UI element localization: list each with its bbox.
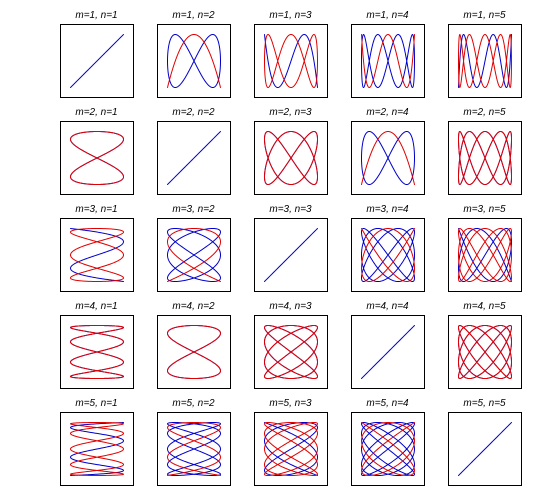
series-curve-red [167, 325, 221, 379]
series-curve-blue [167, 422, 221, 476]
panel-grid: m=1, n=1 m=1, n=2 m=1, n=3 m=1, n=4 m=1, n=5… [60, 10, 522, 486]
series-curve-red [361, 34, 415, 88]
series-curve-red [167, 34, 221, 88]
panel-m1-n3: m=1, n=3 [254, 10, 328, 98]
series-curve-blue [70, 422, 124, 476]
panel-title: m=1, n=2 [172, 10, 215, 21]
series-curve-red [264, 131, 318, 185]
panel-title: m=5, n=4 [366, 398, 409, 409]
panel-m2-n2: m=2, n=2 [157, 107, 231, 195]
panel-title: m=4, n=2 [172, 301, 215, 312]
panel-m2-n5: m=2, n=5 [448, 107, 522, 195]
series-curve-red [264, 34, 318, 88]
panel-m5-n1: m=5, n=1 [60, 398, 134, 486]
series-curve-blue [361, 422, 415, 476]
series-curve-blue [264, 228, 318, 282]
series-curve-red [458, 325, 512, 379]
series-curve-red [361, 228, 415, 282]
panel-m3-n2: m=3, n=2 [157, 204, 231, 292]
series-curve-blue [361, 325, 415, 379]
panel-title: m=5, n=1 [75, 398, 117, 409]
series-curve-blue [167, 228, 221, 282]
panel-m1-n1: m=1, n=1 [60, 10, 134, 98]
series-curve-red [70, 228, 124, 282]
panel-m1-n4: m=1, n=4 [351, 10, 425, 98]
panel-frame [448, 315, 522, 389]
series-curve-blue [167, 34, 221, 88]
panel-m5-n3: m=5, n=3 [254, 398, 328, 486]
series-curve-red [167, 228, 221, 282]
series-curve-blue [167, 131, 221, 185]
panel-m2-n4: m=2, n=4 [351, 107, 425, 195]
series-curve-blue [361, 34, 415, 88]
series-curve-blue [70, 228, 124, 282]
series-curve-red [458, 131, 512, 185]
panel-title: m=3, n=2 [172, 204, 215, 215]
panel-m2-n3: m=2, n=3 [254, 107, 328, 195]
panel-title: m=4, n=1 [75, 301, 117, 312]
panel-title: m=1, n=5 [463, 10, 506, 21]
series-curve-red [167, 422, 221, 476]
series-curve-red [264, 325, 318, 379]
panel-title: m=4, n=3 [269, 301, 312, 312]
panel-m4-n1: m=4, n=1 [60, 301, 134, 389]
panel-title: m=2, n=2 [172, 107, 215, 118]
panel-title: m=2, n=5 [463, 107, 506, 118]
series-curve-red [458, 228, 512, 282]
series-curve-red [70, 325, 124, 379]
panel-m4-n2: m=4, n=2 [157, 301, 231, 389]
series-curve-red [361, 422, 415, 476]
panel-title: m=3, n=5 [463, 204, 506, 215]
panel-m5-n4: m=5, n=4 [351, 398, 425, 486]
panel-title: m=1, n=3 [269, 10, 312, 21]
panel-m4-n3: m=4, n=3 [254, 301, 328, 389]
panel-title: m=4, n=4 [366, 301, 409, 312]
panel-m2-n1: m=2, n=1 [60, 107, 134, 195]
panel-title: m=5, n=2 [172, 398, 215, 409]
panel-title: m=3, n=1 [75, 204, 117, 215]
panel-m3-n1: m=3, n=1 [60, 204, 134, 292]
panel-m5-n2: m=5, n=2 [157, 398, 231, 486]
panel-title: m=2, n=4 [366, 107, 409, 118]
series-curve-red [264, 422, 318, 476]
series-curve-blue [264, 34, 318, 88]
panel-m3-n5: m=3, n=5 [448, 204, 522, 292]
series-curve-blue [458, 34, 512, 88]
panel-title: m=3, n=4 [366, 204, 409, 215]
panel-title: m=4, n=5 [463, 301, 506, 312]
series-curve-blue [361, 228, 415, 282]
panel-title: m=5, n=5 [463, 398, 506, 409]
panel-m5-n5: m=5, n=5 [448, 398, 522, 486]
panel-title: m=2, n=1 [75, 107, 117, 118]
series-curve-red [70, 422, 124, 476]
panel-m1-n5: m=1, n=5 [448, 10, 522, 98]
panel-m4-n4: m=4, n=4 [351, 301, 425, 389]
series-curve-blue [458, 228, 512, 282]
panel-m1-n2: m=1, n=2 [157, 10, 231, 98]
series-curve-blue [458, 422, 512, 476]
panel-title: m=2, n=3 [269, 107, 312, 118]
panel-m3-n3: m=3, n=3 [254, 204, 328, 292]
panel-title: m=3, n=3 [269, 204, 312, 215]
series-curve-red [361, 131, 415, 185]
panel-title: m=1, n=1 [75, 10, 117, 21]
series-curve-red [458, 34, 512, 88]
panel-m4-n5: m=4, n=5 [448, 301, 522, 389]
panel-m3-n4: m=3, n=4 [351, 204, 425, 292]
panel-title: m=1, n=4 [366, 10, 409, 21]
series-curve-blue [70, 34, 124, 88]
series-curve-red [70, 131, 124, 185]
series-curve-blue [264, 422, 318, 476]
panel-title: m=5, n=3 [269, 398, 312, 409]
series-curve-blue [361, 131, 415, 185]
